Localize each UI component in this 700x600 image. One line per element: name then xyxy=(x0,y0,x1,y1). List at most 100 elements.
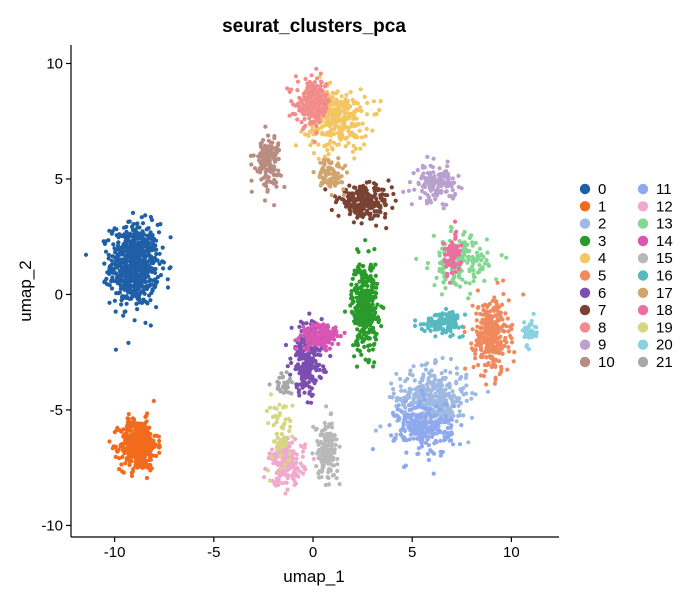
y-tick-label: 10 xyxy=(46,55,63,72)
point xyxy=(265,468,271,473)
point xyxy=(437,325,442,330)
point xyxy=(378,99,383,104)
point xyxy=(301,380,306,385)
point xyxy=(318,88,324,93)
point xyxy=(103,239,108,244)
point xyxy=(286,379,291,384)
point xyxy=(417,384,422,389)
point xyxy=(153,266,158,272)
point xyxy=(366,294,371,299)
point xyxy=(359,301,364,306)
point xyxy=(301,102,306,107)
point xyxy=(422,181,428,186)
point xyxy=(437,403,443,408)
point xyxy=(444,402,449,407)
point xyxy=(387,394,392,400)
point xyxy=(325,454,330,459)
point xyxy=(507,349,512,354)
legend-item-7: 7 xyxy=(579,302,606,319)
point xyxy=(354,107,359,112)
cluster-1-points xyxy=(107,398,162,481)
point xyxy=(342,111,347,116)
point xyxy=(129,473,135,478)
point xyxy=(482,261,488,266)
point xyxy=(369,279,374,284)
point xyxy=(293,346,298,351)
point xyxy=(499,346,504,351)
point xyxy=(353,210,358,215)
point xyxy=(317,374,322,379)
point xyxy=(327,160,332,165)
y-tick-label: -5 xyxy=(50,402,63,419)
point xyxy=(298,319,303,324)
point xyxy=(113,347,118,352)
point xyxy=(157,450,162,455)
legend-label: 14 xyxy=(656,233,673,250)
point xyxy=(448,356,454,362)
point xyxy=(289,87,294,92)
point xyxy=(141,427,146,432)
point xyxy=(494,336,500,341)
point xyxy=(339,197,345,202)
point xyxy=(423,367,428,372)
point xyxy=(471,364,476,370)
point xyxy=(132,446,137,451)
point xyxy=(314,76,319,81)
point xyxy=(304,89,310,94)
point xyxy=(297,371,302,376)
point xyxy=(462,229,467,235)
point xyxy=(326,119,331,124)
point xyxy=(267,158,272,163)
point xyxy=(107,267,112,272)
point xyxy=(142,291,147,296)
point xyxy=(500,317,505,322)
point xyxy=(427,394,432,400)
point xyxy=(143,255,148,260)
point xyxy=(328,468,333,473)
point xyxy=(452,256,457,261)
point xyxy=(290,456,295,461)
point xyxy=(352,156,357,161)
point xyxy=(451,393,456,398)
point xyxy=(322,420,327,426)
point xyxy=(373,262,378,267)
point xyxy=(299,120,304,125)
point xyxy=(158,222,163,227)
point xyxy=(350,276,355,281)
point xyxy=(491,359,496,364)
point xyxy=(441,397,446,402)
point xyxy=(253,166,258,171)
point xyxy=(277,375,282,380)
point xyxy=(293,437,298,442)
point xyxy=(314,464,319,469)
cluster-16-points xyxy=(412,306,468,340)
point xyxy=(310,451,315,456)
point xyxy=(463,366,468,371)
point xyxy=(328,176,333,182)
point xyxy=(494,302,499,307)
point xyxy=(314,66,319,71)
point xyxy=(401,402,406,407)
point xyxy=(316,335,322,340)
point xyxy=(279,371,284,376)
point xyxy=(441,206,446,211)
point xyxy=(425,451,430,456)
point xyxy=(144,475,150,481)
point xyxy=(263,143,268,148)
point xyxy=(452,219,458,224)
point xyxy=(433,334,438,339)
point xyxy=(298,333,303,338)
point xyxy=(419,388,424,393)
point xyxy=(531,311,536,316)
point xyxy=(345,194,351,199)
point xyxy=(371,181,377,186)
point xyxy=(349,292,354,297)
point xyxy=(315,98,320,103)
point xyxy=(445,164,450,169)
point xyxy=(319,458,324,463)
x-axis-ticks: -10 -5 0 5 10 xyxy=(104,537,520,561)
point xyxy=(130,262,135,267)
point xyxy=(444,329,449,334)
point xyxy=(130,247,135,252)
point xyxy=(341,187,346,192)
